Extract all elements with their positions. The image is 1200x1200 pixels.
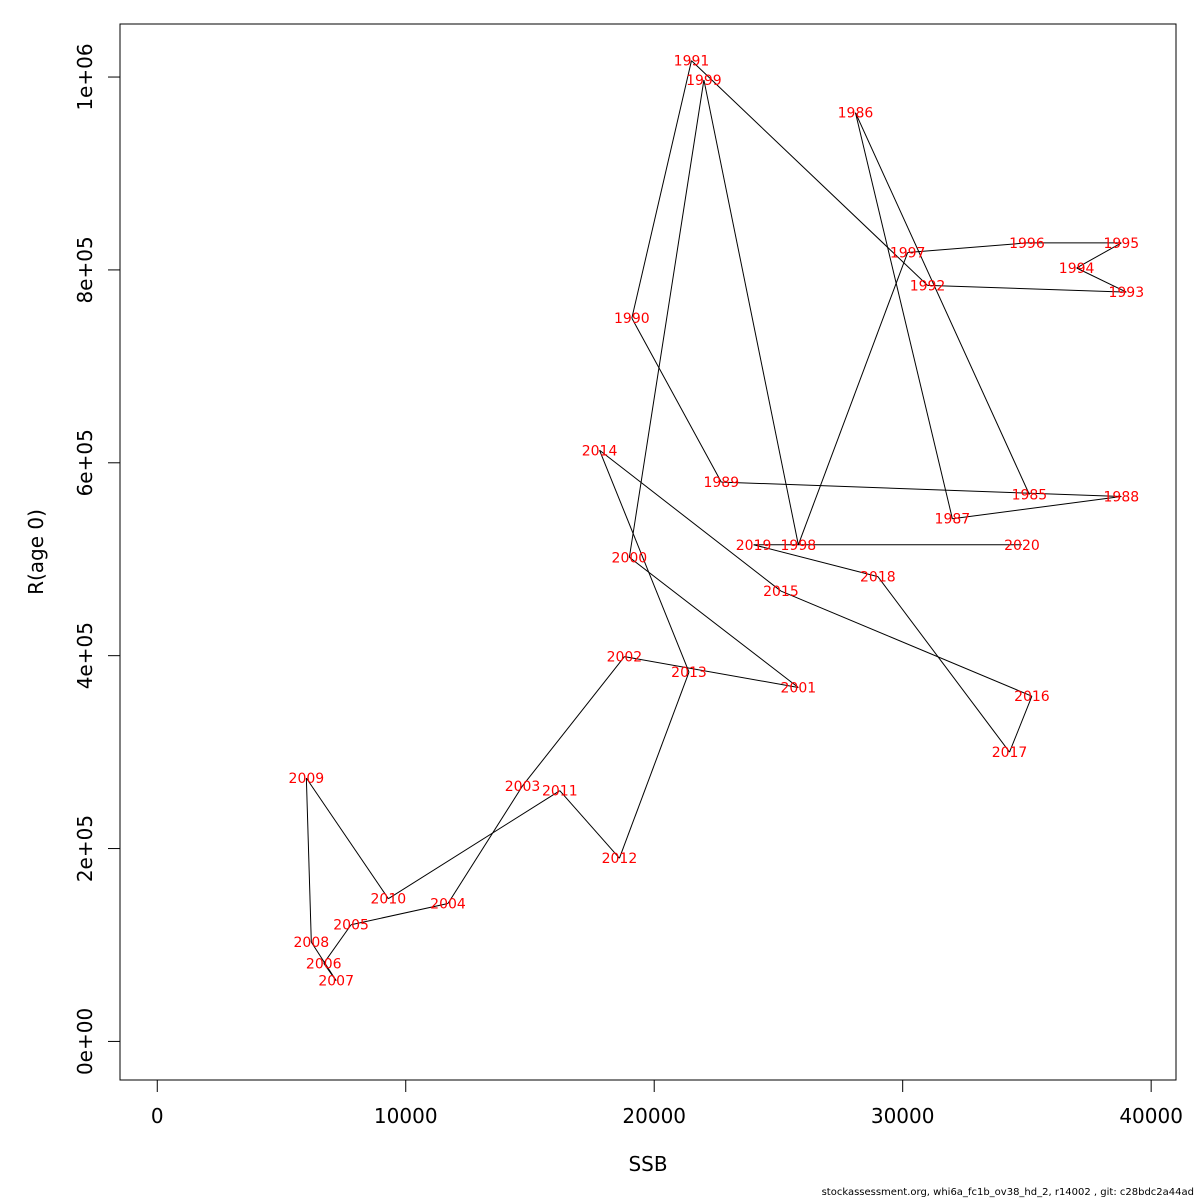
point-label: 1985 (1012, 488, 1048, 504)
point-label: 2017 (992, 745, 1028, 761)
point-label: 1997 (890, 246, 926, 262)
line-segment (599, 450, 690, 673)
point-label: 2015 (763, 584, 799, 600)
line-segment (780, 590, 1033, 697)
x-tick-label: 20000 (622, 1104, 686, 1128)
point-label: 1990 (614, 311, 650, 327)
point-label: 2018 (860, 570, 896, 586)
line-segment (952, 496, 1122, 520)
y-tick-label: 8e+05 (73, 236, 97, 303)
point-label: 1992 (910, 278, 946, 294)
line-segment (624, 656, 799, 688)
point-label: 1991 (674, 54, 710, 70)
point-label: 1993 (1108, 285, 1144, 301)
x-tick-label: 40000 (1119, 1104, 1183, 1128)
line-segment (305, 777, 389, 899)
point-label: 1996 (1009, 236, 1045, 252)
line-segment (631, 60, 692, 319)
point-label: 1999 (686, 73, 722, 89)
line-segment (629, 556, 799, 688)
line-segment (797, 252, 909, 545)
point-label: 2003 (505, 779, 541, 795)
x-axis: 0 10000 20000 30000 40000 (151, 1079, 1183, 1128)
y-tick-label: 2e+05 (73, 815, 97, 882)
point-label: 2010 (371, 892, 407, 908)
line-segment (1076, 267, 1127, 293)
point-label: 2020 (1004, 538, 1040, 554)
point-label: 2009 (289, 771, 325, 787)
point-label: 1987 (935, 512, 971, 528)
line-segment (310, 941, 337, 981)
line-segment (1009, 695, 1033, 753)
line-segment (721, 481, 1122, 498)
series-line (305, 60, 1127, 981)
point-label: 1995 (1104, 236, 1140, 252)
point-label: 1986 (838, 106, 874, 122)
x-tick-label: 30000 (871, 1104, 935, 1128)
line-segment (631, 317, 722, 483)
point-label: 2016 (1014, 689, 1050, 705)
x-tick-label: 10000 (374, 1104, 438, 1128)
line-segment (691, 60, 928, 286)
line-segment (753, 544, 878, 578)
point-label: 2001 (781, 680, 817, 696)
y-tick-label: 0e+00 (73, 1008, 97, 1075)
line-segment (628, 79, 705, 558)
point-label: 2000 (612, 550, 648, 566)
point-label: 2004 (430, 897, 466, 913)
y-tick-label: 1e+06 (73, 43, 97, 110)
line-segment (877, 576, 1010, 753)
y-axis-label: R(age 0) (24, 509, 48, 595)
line-segment (907, 242, 1027, 254)
point-label: 1994 (1059, 261, 1095, 277)
line-segment (599, 449, 782, 592)
line-segment (854, 112, 953, 519)
line-segment (388, 790, 561, 900)
point-label: 1998 (781, 538, 817, 554)
line-segment (305, 778, 312, 943)
line-segment (855, 112, 1030, 495)
point-label: 2019 (736, 538, 772, 554)
point-label: 2002 (607, 650, 643, 666)
line-segment (559, 790, 620, 859)
point-label: 2014 (582, 443, 618, 459)
line-segment (703, 79, 799, 545)
point-label: 2008 (294, 935, 330, 951)
y-axis: 0e+00 2e+05 4e+05 6e+05 8e+05 1e+06 (73, 43, 121, 1075)
y-tick-label: 6e+05 (73, 429, 97, 496)
point-label: 2006 (306, 956, 342, 972)
line-segment (618, 671, 690, 859)
point-label: 2011 (542, 784, 578, 800)
point-label: 1988 (1104, 490, 1140, 506)
point-label: 2012 (602, 851, 638, 867)
point-label: 2005 (333, 918, 369, 934)
line-segment (447, 785, 523, 904)
point-label: 2007 (318, 974, 354, 990)
y-tick-label: 4e+05 (73, 622, 97, 689)
line-segment (522, 656, 625, 787)
line-segment (350, 903, 449, 926)
point-label: 1989 (703, 475, 739, 491)
x-axis-label: SSB (628, 1152, 667, 1176)
line-segment (323, 924, 352, 964)
line-segment (1076, 242, 1122, 269)
point-labels: 1985 1986 1987 1988 1989 1990 1991 1992 1993 1994… (289, 54, 1145, 990)
footer-caption: stockassessment.org, whi6a_fc1b_ov38_hd_… (821, 1187, 1194, 1198)
point-label: 2013 (671, 665, 707, 681)
line-segment (927, 284, 1127, 293)
x-tick-label: 0 (151, 1104, 164, 1128)
